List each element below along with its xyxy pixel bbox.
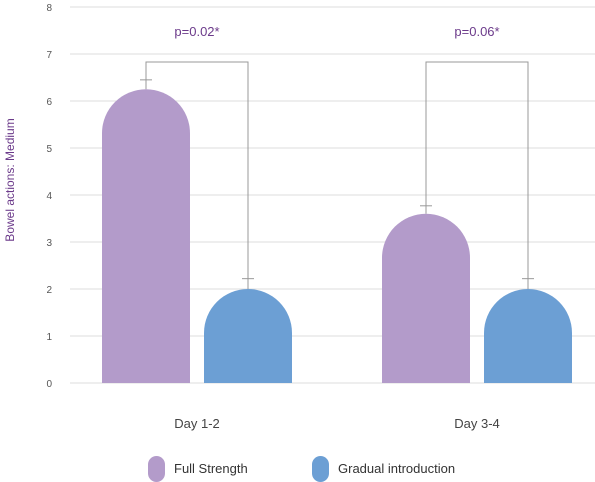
- bar: [484, 289, 572, 383]
- x-axis-categories: Day 1-2 Day 3-4: [174, 416, 500, 431]
- significance-bracket: [145, 61, 249, 279]
- significance-bracket: [425, 61, 529, 279]
- y-tick-label: 6: [46, 97, 52, 108]
- significance-brackets: [145, 61, 529, 279]
- y-tick-label: 4: [46, 191, 52, 202]
- legend-swatch-gradual-introduction: [312, 456, 329, 482]
- y-tick-label: 7: [46, 50, 52, 61]
- y-axis-label: Bowel actions: Medium: [3, 118, 17, 241]
- bars: [102, 89, 572, 384]
- y-axis-ticks: 0 1 2 3 4 5 6 7 8: [46, 3, 52, 390]
- error-bars: [140, 79, 534, 289]
- bar: [204, 289, 292, 383]
- y-tick-label: 5: [46, 144, 52, 155]
- y-tick-label: 0: [46, 379, 52, 390]
- y-tick-label: 1: [46, 332, 52, 343]
- bar: [382, 213, 470, 383]
- x-category-label: Day 1-2: [174, 416, 220, 431]
- y-tick-label: 3: [46, 238, 52, 249]
- legend-label-full-strength: Full Strength: [174, 461, 248, 476]
- x-category-label: Day 3-4: [454, 416, 500, 431]
- p-value-annotations: p=0.02* p=0.06*: [174, 24, 499, 39]
- y-tick-label: 8: [46, 3, 52, 14]
- legend-swatch-full-strength: [148, 456, 165, 482]
- legend: Full Strength Gradual introduction: [148, 456, 455, 482]
- p-value-label: p=0.02*: [174, 24, 219, 39]
- legend-label-gradual-introduction: Gradual introduction: [338, 461, 455, 476]
- bar: [102, 89, 190, 384]
- p-value-label: p=0.06*: [454, 24, 499, 39]
- y-tick-label: 2: [46, 285, 52, 296]
